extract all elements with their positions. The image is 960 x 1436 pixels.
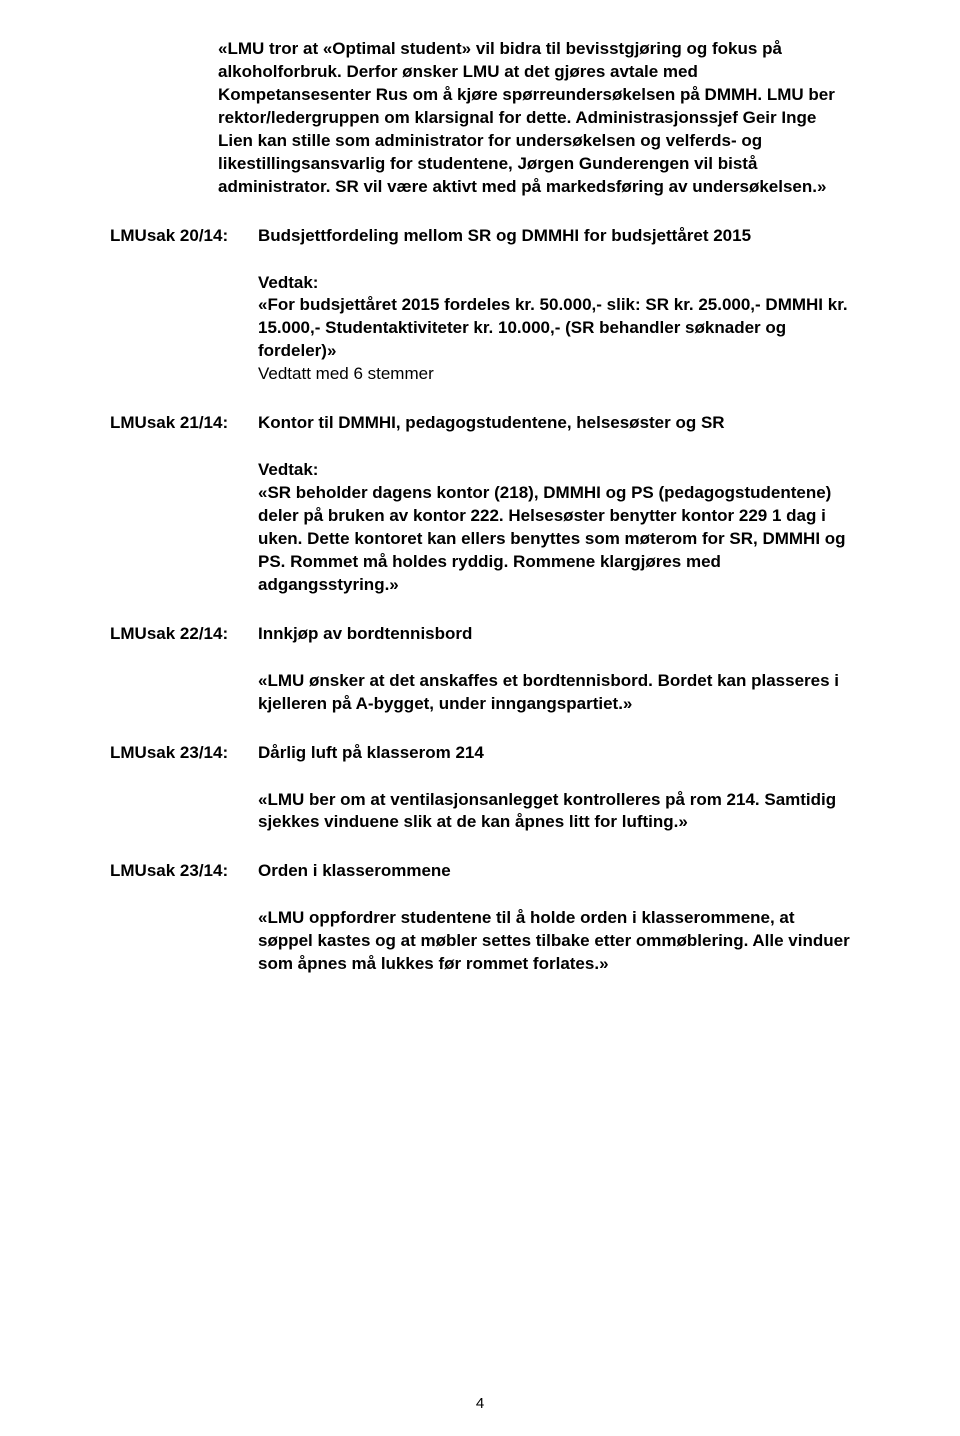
section-label: LMUsak 20/14: bbox=[110, 225, 258, 248]
section-body: «LMU oppfordrer studentene til å holde o… bbox=[258, 907, 850, 976]
section-body: «LMU ber om at ventilasjonsanlegget kont… bbox=[258, 789, 850, 835]
section-label: LMUsak 22/14: bbox=[110, 623, 258, 646]
top-paragraph: «LMU tror at «Optimal student» vil bidra… bbox=[218, 38, 850, 199]
section-title: Dårlig luft på klasserom 214 bbox=[258, 742, 850, 765]
vedtak-label: Vedtak: bbox=[258, 459, 850, 482]
vedtak-body: «SR beholder dagens kontor (218), DMMHI … bbox=[258, 482, 850, 597]
section-22-14: LMUsak 22/14: Innkjøp av bordtennisbord … bbox=[110, 623, 850, 716]
section-title: Orden i klasserommene bbox=[258, 860, 850, 883]
section-label: LMUsak 21/14: bbox=[110, 412, 258, 435]
document-page: «LMU tror at «Optimal student» vil bidra… bbox=[0, 0, 960, 1436]
section-label: LMUsak 23/14: bbox=[110, 860, 258, 883]
section-body: «LMU ønsker at det anskaffes et bordtenn… bbox=[258, 670, 850, 716]
section-23-14-a: LMUsak 23/14: Dårlig luft på klasserom 2… bbox=[110, 742, 850, 835]
section-title: Budsjettfordeling mellom SR og DMMHI for… bbox=[258, 225, 850, 248]
section-20-14: LMUsak 20/14: Budsjettfordeling mellom S… bbox=[110, 225, 850, 387]
section-label: LMUsak 23/14: bbox=[110, 742, 258, 765]
section-title: Kontor til DMMHI, pedagogstudentene, hel… bbox=[258, 412, 850, 435]
section-title: Innkjøp av bordtennisbord bbox=[258, 623, 850, 646]
section-23-14-b: LMUsak 23/14: Orden i klasserommene «LMU… bbox=[110, 860, 850, 976]
page-number: 4 bbox=[0, 1394, 960, 1414]
vedtak-note: Vedtatt med 6 stemmer bbox=[258, 363, 850, 386]
section-21-14: LMUsak 21/14: Kontor til DMMHI, pedagogs… bbox=[110, 412, 850, 597]
vedtak-label: Vedtak: bbox=[258, 272, 850, 295]
vedtak-body: «For budsjettåret 2015 fordeles kr. 50.0… bbox=[258, 294, 850, 363]
